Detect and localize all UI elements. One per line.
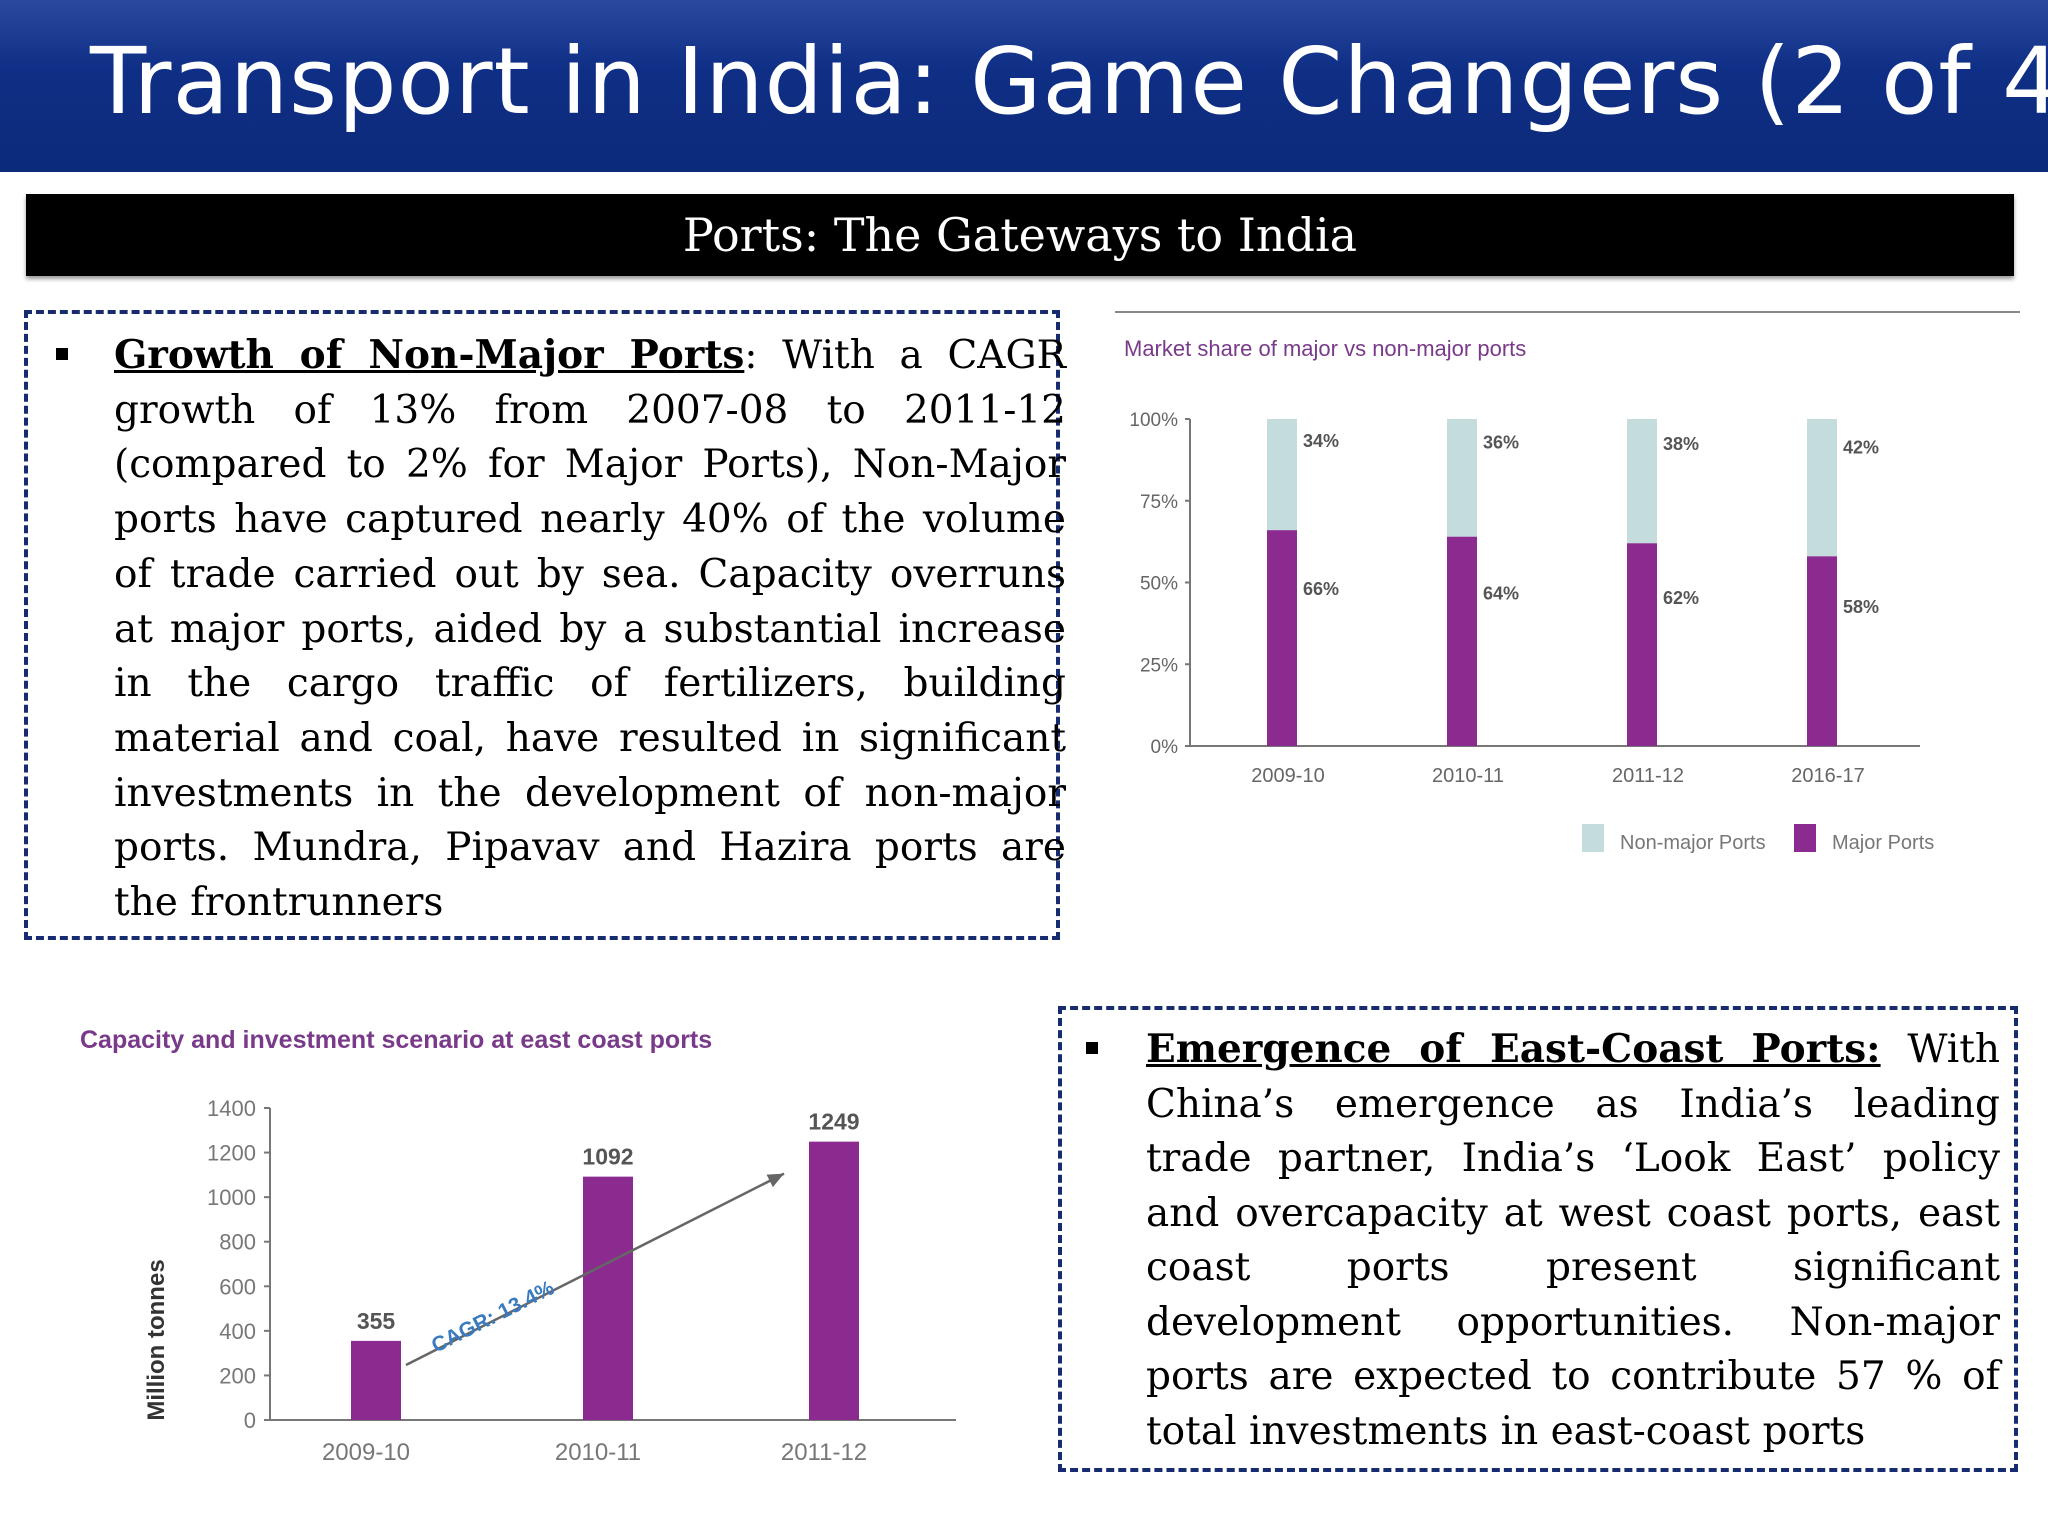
subtitle-bar: Ports: The Gateways to India (26, 194, 2014, 276)
capacity-bar (351, 1340, 401, 1420)
major-data-label: 58% (1843, 597, 1879, 617)
non-major-bar (1627, 419, 1657, 544)
x-tick-label: 2011-12 (1612, 765, 1684, 787)
non-major-bar (1267, 419, 1297, 531)
market-share-axes: 0% 25% 50% 75% 100% (1129, 410, 1920, 758)
non-major-bar (1447, 419, 1477, 537)
major-bar (1627, 543, 1657, 746)
major-bar (1267, 530, 1297, 746)
non-major-data-label: 38% (1663, 434, 1699, 454)
x-tick-label: 2011-12 (781, 1439, 867, 1466)
capacity-bars: 355 2009-10 1092 2010-11 1249 2011-12 (322, 1109, 867, 1466)
slide-subtitle: Ports: The Gateways to India (682, 208, 1358, 262)
x-tick-label: 2010-11 (555, 1439, 641, 1466)
x-tick-label: 2009-10 (322, 1439, 410, 1466)
y-tick-label: 800 (219, 1230, 256, 1255)
major-data-label: 64% (1483, 584, 1519, 604)
slide-title: Transport in India: Game Changers (2 of … (90, 28, 2048, 135)
non-major-data-label: 34% (1303, 431, 1339, 451)
bullet-icon (56, 348, 68, 360)
market-share-chart-title: Market share of major vs non-major ports (1124, 336, 1526, 361)
y-tick-label: 0 (244, 1408, 256, 1433)
capacity-chart: Capacity and investment scenario at east… (80, 1026, 956, 1466)
trend-arrow-line (405, 1172, 785, 1367)
non-major-bar (1807, 419, 1837, 557)
market-share-chart: Market share of major vs non-major ports… (1115, 311, 2020, 854)
east-coast-ports-text: Emergence of East-Coast Ports: With Chin… (1146, 1022, 2000, 1459)
y-tick-label: 0% (1151, 737, 1179, 758)
y-tick-label: 1200 (207, 1141, 256, 1166)
major-data-label: 66% (1303, 579, 1339, 599)
non-major-data-label: 42% (1843, 437, 1879, 457)
capacity-data-label: 1249 (808, 1109, 859, 1135)
x-tick-label: 2010-11 (1432, 765, 1504, 787)
cagr-annotation: CAGR: 13.4% (428, 1276, 558, 1357)
capacity-chart-title: Capacity and investment scenario at east… (80, 1026, 712, 1054)
capacity-y-axis-label: Million tonnes (143, 1259, 170, 1420)
non-major-ports-body: : With a CAGR growth of 13% from 2007-08… (114, 333, 1066, 926)
capacity-data-label: 1092 (582, 1144, 633, 1170)
non-major-data-label: 36% (1483, 432, 1519, 452)
legend-label: Non-major Ports (1620, 832, 1766, 854)
x-tick-label: 2016-17 (1791, 765, 1864, 787)
east-coast-ports-textbox: Emergence of East-Coast Ports: With Chin… (1058, 1006, 2018, 1472)
east-coast-ports-body: With China’s emergence as India’s leadin… (1146, 1027, 2001, 1454)
title-bar: Transport in India: Game Changers (2 of … (0, 0, 2048, 172)
major-bar (1447, 536, 1477, 746)
non-major-ports-textbox: Growth of Non-Major Ports: With a CAGR g… (24, 310, 1066, 940)
trend-arrow-head-icon (766, 1173, 784, 1188)
major-bar (1807, 556, 1837, 746)
x-tick-label: 2009-10 (1251, 765, 1324, 787)
y-tick-label: 75% (1140, 492, 1178, 513)
y-tick-label: 100% (1129, 410, 1178, 431)
y-tick-label: 400 (219, 1319, 256, 1344)
y-tick-label: 1400 (207, 1096, 256, 1121)
market-share-bars: 34% 66% 2009-10 36% 64% 2010-11 38% 62% 2011-12 4… (1251, 419, 1879, 787)
y-tick-label: 200 (219, 1363, 256, 1388)
legend-swatch (1794, 824, 1816, 852)
legend-swatch (1582, 824, 1604, 852)
major-data-label: 62% (1663, 588, 1699, 608)
legend-label: Major Ports (1832, 832, 1934, 854)
y-tick-label: 1000 (207, 1185, 256, 1210)
y-tick-label: 50% (1140, 574, 1178, 595)
capacity-bar (583, 1176, 633, 1420)
east-coast-ports-heading: Emergence of East-Coast Ports: (1146, 1026, 1881, 1072)
non-major-ports-heading: Growth of Non-Major Ports (114, 332, 745, 378)
non-major-ports-text: Growth of Non-Major Ports: With a CAGR g… (114, 328, 1066, 931)
market-share-legend: Non-major Ports Major Ports (1582, 824, 1934, 854)
bullet-icon (1086, 1042, 1098, 1054)
capacity-bar (809, 1141, 859, 1420)
capacity-data-label: 355 (357, 1308, 396, 1334)
y-tick-label: 600 (219, 1274, 256, 1299)
y-tick-label: 25% (1140, 655, 1178, 676)
